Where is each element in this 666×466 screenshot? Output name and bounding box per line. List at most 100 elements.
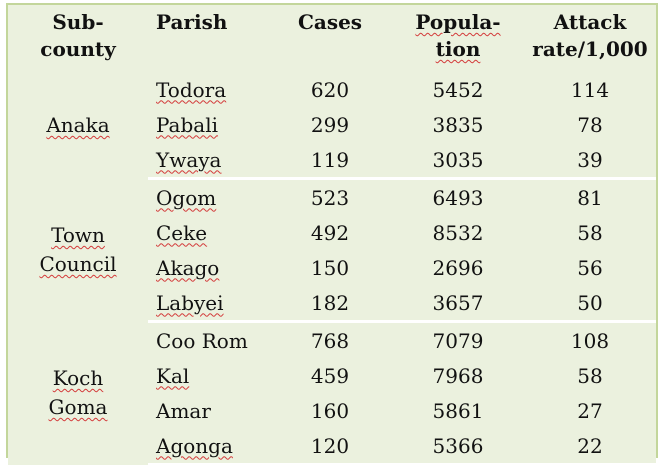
population-cell: 5366 bbox=[392, 428, 524, 466]
cases-cell: 299 bbox=[268, 107, 392, 142]
parish-cell-text: Labyei bbox=[156, 290, 224, 315]
population-cell-text: 3657 bbox=[432, 290, 484, 315]
population-cell-text: 5366 bbox=[432, 433, 484, 458]
parish-cell: Ywaya bbox=[148, 142, 268, 180]
table-row: Ceke 492 8532 58 bbox=[8, 215, 656, 250]
population-cell-text: 3035 bbox=[432, 147, 484, 172]
cases-cell: 182 bbox=[268, 285, 392, 323]
attack-rate-cell-text: 22 bbox=[577, 433, 603, 458]
parish-cell-text: Ogom bbox=[156, 185, 217, 210]
cases-cell: 768 bbox=[268, 321, 392, 358]
population-cell: 3657 bbox=[392, 285, 524, 323]
attack-rate-cell: 78 bbox=[524, 107, 656, 142]
table-row: Koch Goma Coo Rom 768 7079 108 bbox=[8, 321, 656, 465]
population-cell-text: 5452 bbox=[432, 77, 484, 102]
population-cell: 5861 bbox=[392, 393, 524, 428]
header-population: Popula- tion bbox=[392, 5, 524, 72]
parish-cell-text: Pabali bbox=[156, 112, 219, 137]
parish-cell-text: Akago bbox=[156, 255, 220, 280]
table-row: Ywaya 119 3035 39 bbox=[8, 142, 656, 180]
attack-rate-cell: 58 bbox=[524, 215, 656, 250]
population-cell-text: 6493 bbox=[432, 185, 484, 210]
table-row: Pabali 299 3835 78 bbox=[8, 107, 656, 142]
population-cell: 7079 bbox=[392, 321, 524, 358]
cases-cell-text: 120 bbox=[310, 433, 350, 458]
population-cell: 8532 bbox=[392, 215, 524, 250]
parish-cell-text: Amar bbox=[156, 398, 211, 423]
parish-cell: Agonga bbox=[148, 428, 268, 466]
cases-cell-text: 299 bbox=[310, 112, 350, 137]
subcounty-cell: Anaka bbox=[8, 72, 148, 179]
header-parish: Parish bbox=[148, 5, 268, 72]
parish-cell: Amar bbox=[148, 393, 268, 428]
subcounty-label: Town bbox=[51, 223, 105, 247]
attack-rate-cell-text: 81 bbox=[577, 185, 603, 210]
parish-cell-text: Coo Rom bbox=[156, 328, 248, 353]
population-cell: 6493 bbox=[392, 178, 524, 215]
attack-rate-cell: 58 bbox=[524, 358, 656, 393]
header-subcounty: Sub- county bbox=[8, 5, 148, 72]
parish-cell: Akago bbox=[148, 250, 268, 285]
table-row: Anaka Todora 620 5452 114 bbox=[8, 72, 656, 179]
attack-rate-cell-text: 58 bbox=[577, 363, 603, 388]
population-cell: 7968 bbox=[392, 358, 524, 393]
attack-rate-cell: 50 bbox=[524, 285, 656, 323]
table-row: Labyei 182 3657 50 bbox=[8, 285, 656, 323]
table-row: Town Council Ogom 523 6493 81 bbox=[8, 178, 656, 322]
cases-cell: 119 bbox=[268, 142, 392, 180]
subcounty-cell: Town Council bbox=[8, 178, 148, 322]
attack-rate-cell: 27 bbox=[524, 393, 656, 428]
subcounty-cell: Koch Goma bbox=[8, 321, 148, 465]
parish-cell: Ogom bbox=[148, 178, 268, 215]
attack-rate-cell-text: 56 bbox=[577, 255, 603, 280]
cases-cell-text: 768 bbox=[310, 328, 350, 353]
cases-cell: 120 bbox=[268, 428, 392, 466]
attack-rate-cell: 39 bbox=[524, 142, 656, 180]
parish-cell-text: Agonga bbox=[156, 433, 233, 458]
cases-cell: 523 bbox=[268, 178, 392, 215]
parish-cell-text: Kal bbox=[156, 363, 190, 388]
cases-cell-text: 119 bbox=[310, 147, 350, 172]
parish-cell: Coo Rom bbox=[148, 321, 268, 358]
cases-cell: 150 bbox=[268, 250, 392, 285]
population-cell: 2696 bbox=[392, 250, 524, 285]
population-cell-text: 3835 bbox=[432, 112, 484, 137]
cases-cell-text: 160 bbox=[310, 398, 350, 423]
cases-cell-text: 459 bbox=[310, 363, 350, 388]
population-cell-text: 2696 bbox=[432, 255, 484, 280]
table-body: Anaka Todora 620 5452 114 Pabali 299 3835 78 Yway… bbox=[8, 72, 656, 466]
parish-cell: Pabali bbox=[148, 107, 268, 142]
cases-cell: 492 bbox=[268, 215, 392, 250]
table-row: Kal 459 7968 58 bbox=[8, 358, 656, 393]
cases-cell: 620 bbox=[268, 72, 392, 107]
subcounty-label: Anaka bbox=[46, 112, 110, 137]
table-row: Amar 160 5861 27 bbox=[8, 393, 656, 428]
cases-cell-text: 150 bbox=[310, 255, 350, 280]
attack-rate-cell-text: 108 bbox=[570, 328, 610, 353]
population-cell-text: 8532 bbox=[432, 220, 484, 245]
attack-rate-cell: 56 bbox=[524, 250, 656, 285]
attack-rate-cell-text: 114 bbox=[570, 77, 610, 102]
header-attack-rate: Attack rate/1,000 bbox=[524, 5, 656, 72]
header-cases: Cases bbox=[268, 5, 392, 72]
attack-rate-cell: 22 bbox=[524, 428, 656, 466]
cases-cell: 160 bbox=[268, 393, 392, 428]
parish-cell-text: Ywaya bbox=[156, 147, 222, 172]
parish-cell: Ceke bbox=[148, 215, 268, 250]
population-cell: 5452 bbox=[392, 72, 524, 107]
attack-rate-cell-text: 50 bbox=[577, 290, 603, 315]
population-cell-text: 7968 bbox=[432, 363, 484, 388]
attack-rate-cell: 114 bbox=[524, 72, 656, 107]
population-cell-text: 5861 bbox=[432, 398, 484, 423]
attack-rate-cell-text: 39 bbox=[577, 147, 603, 172]
population-cell: 3835 bbox=[392, 107, 524, 142]
attack-rate-cell-text: 58 bbox=[577, 220, 603, 245]
attack-rate-cell-text: 78 bbox=[577, 112, 603, 137]
cases-cell-text: 492 bbox=[310, 220, 350, 245]
table-header-row: Sub- county Parish Cases Popula- tion At… bbox=[8, 5, 656, 72]
attack-rate-cell: 108 bbox=[524, 321, 656, 358]
table-row: Akago 150 2696 56 bbox=[8, 250, 656, 285]
parish-cell: Labyei bbox=[148, 285, 268, 323]
cases-cell-text: 182 bbox=[310, 290, 350, 315]
attack-rate-cell: 81 bbox=[524, 178, 656, 215]
